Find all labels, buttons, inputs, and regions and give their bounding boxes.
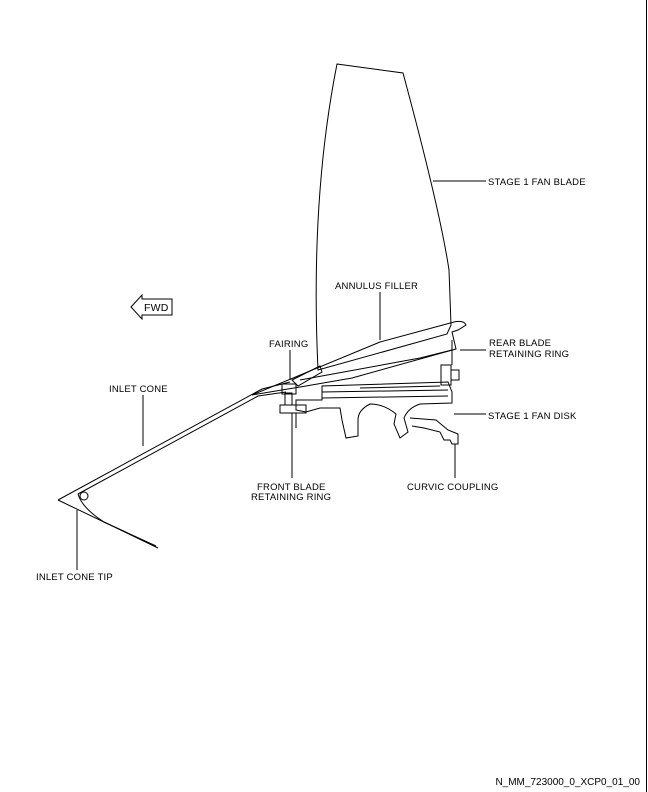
curvic-coupling-arm (409, 417, 459, 445)
figure-id: N_MM_723000_0_XCP0_01_00 (495, 777, 640, 788)
fan-disk-slot (359, 385, 441, 389)
fan-blade-outline (315, 63, 452, 371)
inlet-cone-tip-bolt (79, 491, 89, 501)
fan-disk-body (295, 381, 453, 439)
inlet-cone-inner-upper (77, 391, 287, 495)
annulus-filler-shape (251, 320, 467, 396)
label-front-blade-retaining-ring-1: FRONT BLADE (257, 482, 326, 493)
label-curvic-coupling: CURVIC COUPLING (407, 482, 499, 493)
fan-disk-rim-line-2 (321, 395, 449, 399)
label-stage1-fan-disk: STAGE 1 FAN DISK (488, 411, 577, 422)
front-ring-bolt (284, 392, 293, 406)
label-inlet-cone: INLET CONE (109, 384, 168, 395)
label-rear-blade-retaining-ring-1: REAR BLADE (489, 338, 551, 349)
rear-ring-nut (450, 369, 460, 381)
front-ring-flange (279, 404, 307, 414)
fan-disk-rim-line (321, 389, 449, 393)
inlet-cone-outer (57, 381, 291, 501)
fairing-shape (291, 365, 323, 387)
page-edge-line (646, 0, 647, 792)
label-annulus-filler: ANNULUS FILLER (335, 281, 418, 292)
label-front-blade-retaining-ring-2: RETAINING RING (251, 492, 331, 503)
fwd-arrow-icon (130, 293, 173, 321)
label-fairing: FAIRING (269, 339, 308, 350)
label-rear-blade-retaining-ring-2: RETAINING RING (489, 349, 569, 360)
label-fwd: FWD (144, 302, 169, 314)
front-ring-body (281, 383, 297, 395)
annulus-filler-inner-line (299, 349, 453, 381)
label-inlet-cone-tip: INLET CONE TIP (36, 572, 113, 583)
label-stage1-fan-blade: STAGE 1 FAN BLADE (488, 177, 586, 188)
inlet-cone-inner-lower (77, 493, 157, 547)
